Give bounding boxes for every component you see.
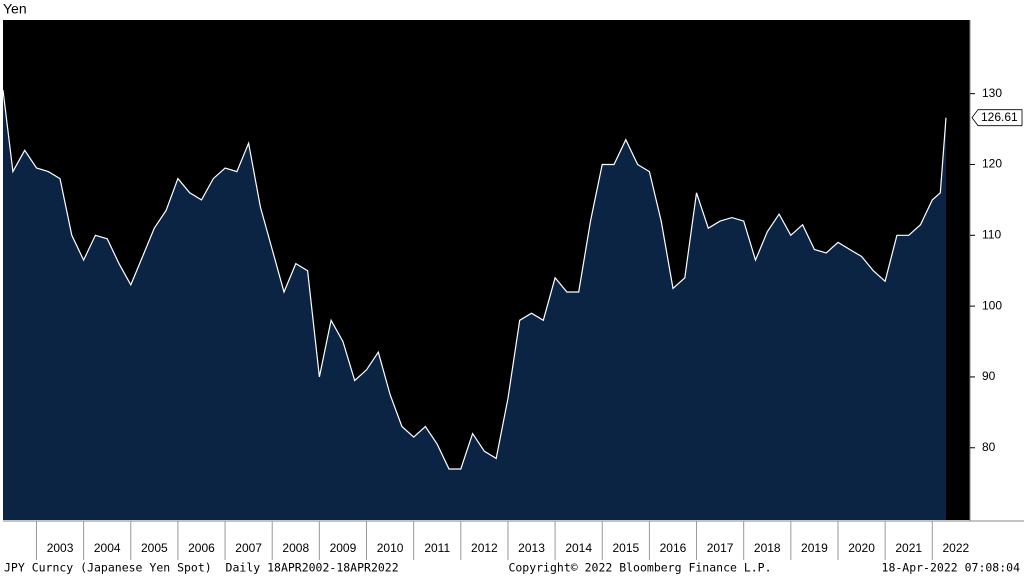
x-tick-label: 2017	[707, 541, 734, 555]
last-value-box	[971, 109, 1023, 127]
x-tick-label: 2005	[141, 541, 168, 555]
x-tick-label: 2019	[801, 541, 828, 555]
footer-center: Copyright© 2022 Bloomberg Finance L.P.	[508, 561, 771, 575]
x-tick-label: 2003	[47, 541, 74, 555]
x-tick-label: 2007	[235, 541, 262, 555]
chart-title: Yen	[3, 1, 27, 17]
y-tick-label: 100	[982, 298, 1002, 312]
x-tick-label: 2012	[471, 541, 498, 555]
x-tick-label: 2021	[895, 541, 922, 555]
last-value-label: 126.61	[981, 110, 1018, 124]
footer-right: 18-Apr-2022 07:08:04	[882, 561, 1021, 575]
x-tick-label: 2022	[943, 541, 970, 555]
y-tick-label: 130	[982, 86, 1002, 100]
y-tick-label: 90	[982, 369, 996, 383]
x-tick-label: 2020	[848, 541, 875, 555]
x-tick-label: 2014	[565, 541, 592, 555]
x-tick-label: 2004	[94, 541, 121, 555]
y-tick-label: 120	[982, 157, 1002, 171]
y-tick-label: 80	[982, 440, 996, 454]
x-tick-label: 2010	[377, 541, 404, 555]
x-tick-label: 2011	[424, 541, 450, 555]
x-tick-label: 2008	[282, 541, 309, 555]
x-tick-label: 2013	[518, 541, 545, 555]
x-tick-label: 2009	[330, 541, 357, 555]
x-tick-label: 2015	[612, 541, 639, 555]
area	[3, 90, 946, 520]
footer-left: JPY Curncy (Japanese Yen Spot) Daily 18A…	[4, 561, 399, 575]
x-tick-label: 2016	[660, 541, 687, 555]
y-tick-label: 110	[982, 227, 1001, 241]
x-tick-label: 2006	[188, 541, 215, 555]
x-tick-label: 2018	[754, 541, 781, 555]
line	[2, 90, 947, 470]
